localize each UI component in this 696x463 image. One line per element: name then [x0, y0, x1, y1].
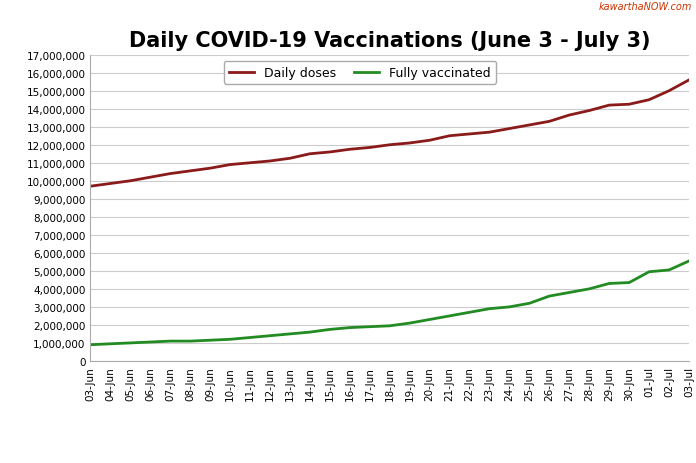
Legend: Daily doses, Fully vaccinated: Daily doses, Fully vaccinated	[223, 62, 496, 85]
Text: kawarthaNOW.com: kawarthaNOW.com	[599, 2, 693, 13]
Title: Daily COVID-19 Vaccinations (June 3 - July 3): Daily COVID-19 Vaccinations (June 3 - Ju…	[129, 31, 651, 51]
